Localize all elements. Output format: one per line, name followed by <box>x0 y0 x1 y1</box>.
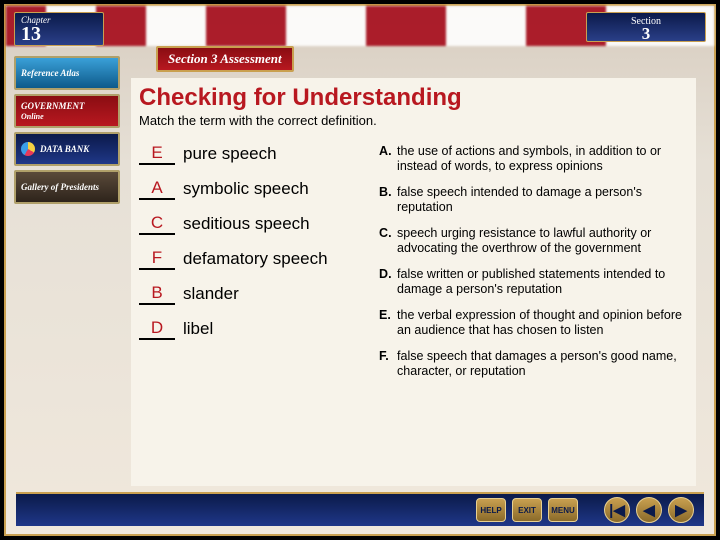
term-text: libel <box>183 319 213 338</box>
answer-blank: D <box>139 319 175 340</box>
page-heading: Checking for Understanding <box>139 84 684 112</box>
term-row: E pure speech <box>139 144 369 165</box>
sidebar-reference-atlas[interactable]: Reference Atlas <box>14 56 120 90</box>
definition-text: false written or published statements in… <box>397 267 684 297</box>
next-button[interactable]: ▶ <box>668 497 694 523</box>
help-button[interactable]: HELP <box>476 498 506 522</box>
answer-blank: B <box>139 284 175 305</box>
sidebar-label: Reference Atlas <box>21 68 79 78</box>
first-button[interactable]: |◀ <box>604 497 630 523</box>
chapter-number: 13 <box>21 25 97 43</box>
sidebar-gallery-presidents[interactable]: Gallery of Presidents <box>14 170 120 204</box>
term-text: pure speech <box>183 144 277 163</box>
definition-text: the use of actions and symbols, in addit… <box>397 144 684 174</box>
exit-button[interactable]: EXIT <box>512 498 542 522</box>
definition-text: false speech intended to damage a person… <box>397 185 684 215</box>
answer-blank: E <box>139 144 175 165</box>
answer-blank: C <box>139 214 175 235</box>
definitions-column: A. the use of actions and symbols, in ad… <box>379 144 684 390</box>
sidebar-government-online[interactable]: GOVERNMENT Online <box>14 94 120 128</box>
two-column-layout: E pure speech A symbolic speech C sediti… <box>139 144 684 390</box>
answer-blank: A <box>139 179 175 200</box>
bottom-nav-bar: HELP EXIT MENU |◀ ◀ ▶ <box>16 492 704 526</box>
sidebar-data-bank[interactable]: DATA BANK <box>14 132 120 166</box>
terms-column: E pure speech A symbolic speech C sediti… <box>139 144 369 390</box>
definition-letter: A. <box>379 144 397 174</box>
term-text: seditious speech <box>183 214 310 233</box>
assessment-pill: Section 3 Assessment <box>156 46 294 72</box>
section-badge: Section 3 <box>586 12 706 42</box>
chapter-badge: Chapter 13 <box>14 12 104 46</box>
term-row: A symbolic speech <box>139 179 369 200</box>
sidebar-label: GOVERNMENT Online <box>21 101 85 121</box>
sidebar-label: Gallery of Presidents <box>21 182 99 192</box>
definition-row: E. the verbal expression of thought and … <box>379 308 684 338</box>
term-text: slander <box>183 284 239 303</box>
definition-row: F. false speech that damages a person's … <box>379 349 684 379</box>
pie-chart-icon <box>21 142 35 156</box>
definition-text: the verbal expression of thought and opi… <box>397 308 684 338</box>
definition-row: B. false speech intended to damage a per… <box>379 185 684 215</box>
sidebar: Reference Atlas GOVERNMENT Online DATA B… <box>14 56 120 204</box>
definition-letter: D. <box>379 267 397 297</box>
term-row: D libel <box>139 319 369 340</box>
definition-row: D. false written or published statements… <box>379 267 684 297</box>
definition-letter: F. <box>379 349 397 379</box>
content-panel: Checking for Understanding Match the ter… <box>131 78 696 486</box>
term-text: symbolic speech <box>183 179 309 198</box>
definition-row: C. speech urging resistance to lawful au… <box>379 226 684 256</box>
term-text: defamatory speech <box>183 249 328 268</box>
slide-frame: Chapter 13 Section 3 Section 3 Assessmen… <box>4 4 716 536</box>
prev-button[interactable]: ◀ <box>636 497 662 523</box>
menu-button[interactable]: MENU <box>548 498 578 522</box>
term-row: C seditious speech <box>139 214 369 235</box>
term-row: F defamatory speech <box>139 249 369 270</box>
section-number: 3 <box>587 27 705 41</box>
sidebar-label: DATA BANK <box>40 144 89 154</box>
term-row: B slander <box>139 284 369 305</box>
definition-row: A. the use of actions and symbols, in ad… <box>379 144 684 174</box>
definition-letter: C. <box>379 226 397 256</box>
answer-blank: F <box>139 249 175 270</box>
definition-text: speech urging resistance to lawful autho… <box>397 226 684 256</box>
definition-text: false speech that damages a person's goo… <box>397 349 684 379</box>
definition-letter: B. <box>379 185 397 215</box>
instruction-text: Match the term with the correct definiti… <box>139 113 684 128</box>
definition-letter: E. <box>379 308 397 338</box>
